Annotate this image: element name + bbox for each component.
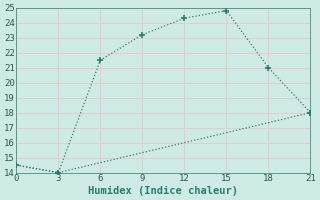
X-axis label: Humidex (Indice chaleur): Humidex (Indice chaleur) bbox=[88, 186, 238, 196]
